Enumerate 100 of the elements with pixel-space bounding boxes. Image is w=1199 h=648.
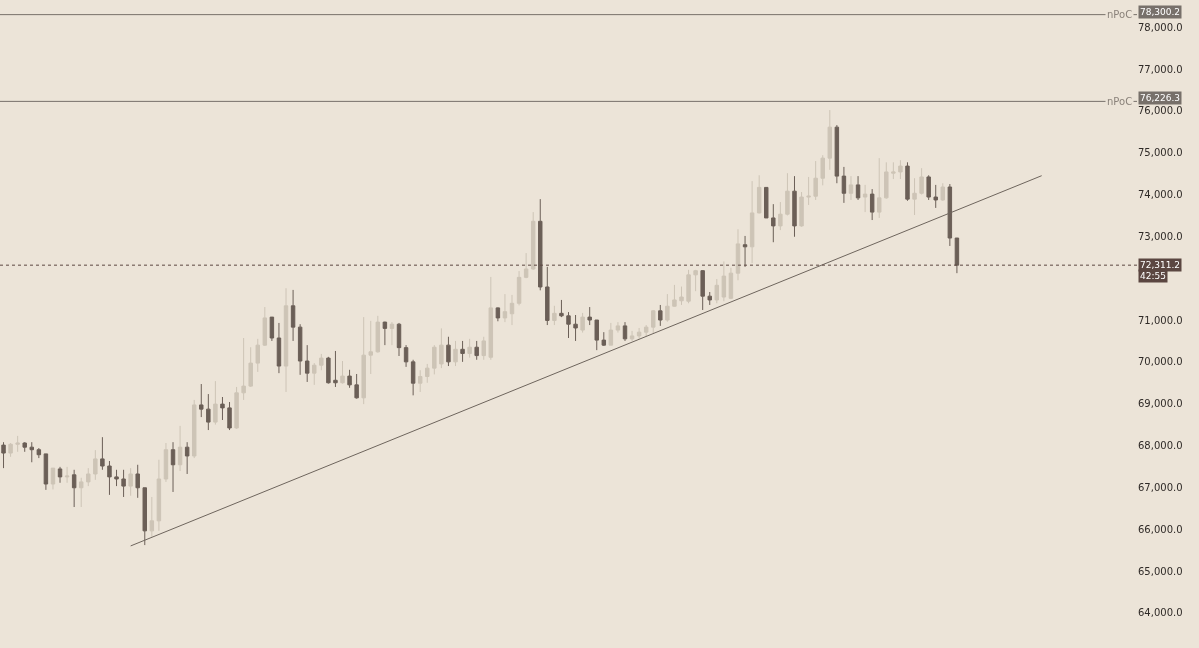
candlestick: [432, 344, 437, 375]
candlestick: [622, 321, 628, 342]
candlestick: [855, 175, 861, 201]
candlestick: [608, 322, 614, 346]
candlestick: [905, 161, 910, 202]
candlestick: [227, 401, 232, 431]
candlestick: [375, 315, 381, 354]
candlestick: [297, 323, 303, 376]
candlestick: [262, 306, 268, 347]
candlestick: [820, 154, 825, 186]
y-tick-label: 69,000.0: [1138, 398, 1183, 410]
candlestick: [884, 161, 889, 200]
y-tick-label: 74,000.0: [1138, 189, 1183, 201]
candlestick: [15, 435, 20, 453]
candlestick: [700, 269, 705, 311]
candlestick: [827, 109, 833, 171]
candlestick: [276, 322, 282, 374]
candlestick: [255, 338, 260, 373]
candlestick: [785, 172, 790, 216]
candlestick: [806, 176, 811, 206]
candlestick: [425, 363, 430, 384]
y-tick-label: 76,000.0: [1138, 105, 1183, 117]
candlestick: [467, 338, 472, 359]
candlestick: [319, 353, 324, 371]
candlestick: [672, 284, 677, 308]
candlestick: [163, 442, 169, 483]
candlestick: [199, 383, 204, 418]
y-tick-label: 67,000.0: [1138, 481, 1183, 493]
candlestick: [403, 344, 409, 368]
candlestick: [333, 350, 338, 388]
candlestick: [898, 159, 903, 180]
y-tick-label: 64,000.0: [1138, 607, 1183, 619]
candlestick: [206, 393, 211, 431]
candlestick: [658, 304, 663, 327]
candlestick: [778, 201, 783, 231]
candlestick: [382, 321, 388, 346]
candlestick: [799, 191, 804, 228]
candlestick: [184, 441, 190, 475]
candlestick: [940, 182, 946, 202]
candlestick: [679, 286, 684, 306]
candlestick: [326, 356, 331, 385]
candlestick: [354, 373, 359, 400]
candlestick: [368, 320, 373, 375]
candlestick: [686, 269, 691, 304]
candlestick: [283, 287, 289, 393]
candlestick: [742, 235, 748, 268]
candlestick: [481, 336, 486, 361]
candlestick: [100, 436, 105, 471]
y-tick-label: 66,000.0: [1138, 523, 1183, 535]
candlestick: [1, 441, 6, 469]
ref-line-label: nPoC: [1107, 9, 1133, 20]
candlestick: [834, 124, 840, 184]
candlestick: [396, 322, 402, 357]
candlestick: [410, 359, 416, 396]
candlestick: [446, 336, 451, 367]
candlestick: [926, 174, 931, 201]
candlestick: [891, 161, 896, 180]
candlestick: [29, 441, 35, 463]
candlestick: [107, 460, 112, 496]
candlestick: [530, 211, 536, 271]
candlestick: [43, 453, 49, 491]
candlestick: [566, 311, 571, 339]
candlestick: [234, 386, 239, 430]
candlestick: [693, 269, 698, 292]
candlestick: [71, 469, 77, 508]
candlestick: [269, 316, 275, 342]
candlestick: [474, 340, 479, 361]
candlestick: [651, 309, 656, 334]
candlestick: [933, 184, 938, 209]
candlestick: [714, 278, 720, 304]
candlestick: [848, 175, 854, 201]
candlestick: [862, 184, 868, 213]
candlestick: [347, 369, 352, 389]
candlestick: [177, 425, 183, 472]
candlestick: [749, 180, 755, 264]
candlestick: [509, 294, 515, 326]
y-tick-label: 78,000.0: [1138, 21, 1183, 33]
candlestick: [135, 464, 140, 499]
candlestick: [22, 441, 27, 453]
candlestick: [523, 252, 529, 279]
text: 78,300.2: [1140, 7, 1181, 17]
candlestick: [8, 442, 13, 458]
candlestick: [78, 477, 84, 508]
candlestick: [919, 167, 924, 196]
y-tick-label: 68,000.0: [1138, 440, 1183, 452]
candlestick: [771, 203, 776, 243]
y-tick-label: 65,000.0: [1138, 565, 1183, 577]
candlestick: [495, 306, 501, 322]
candlestick: [735, 228, 741, 281]
candlestick: [877, 157, 882, 219]
candlestick: [121, 469, 126, 498]
candlestick: [594, 319, 599, 351]
candlestick: [460, 340, 465, 363]
candlestick: [559, 299, 564, 318]
candlestick: [545, 266, 550, 326]
candlestick: [64, 466, 70, 484]
candlestick: [756, 174, 762, 214]
y-tick-label: 71,000.0: [1138, 314, 1183, 326]
text: 42:55: [1140, 271, 1166, 281]
candlestick: [552, 305, 557, 326]
